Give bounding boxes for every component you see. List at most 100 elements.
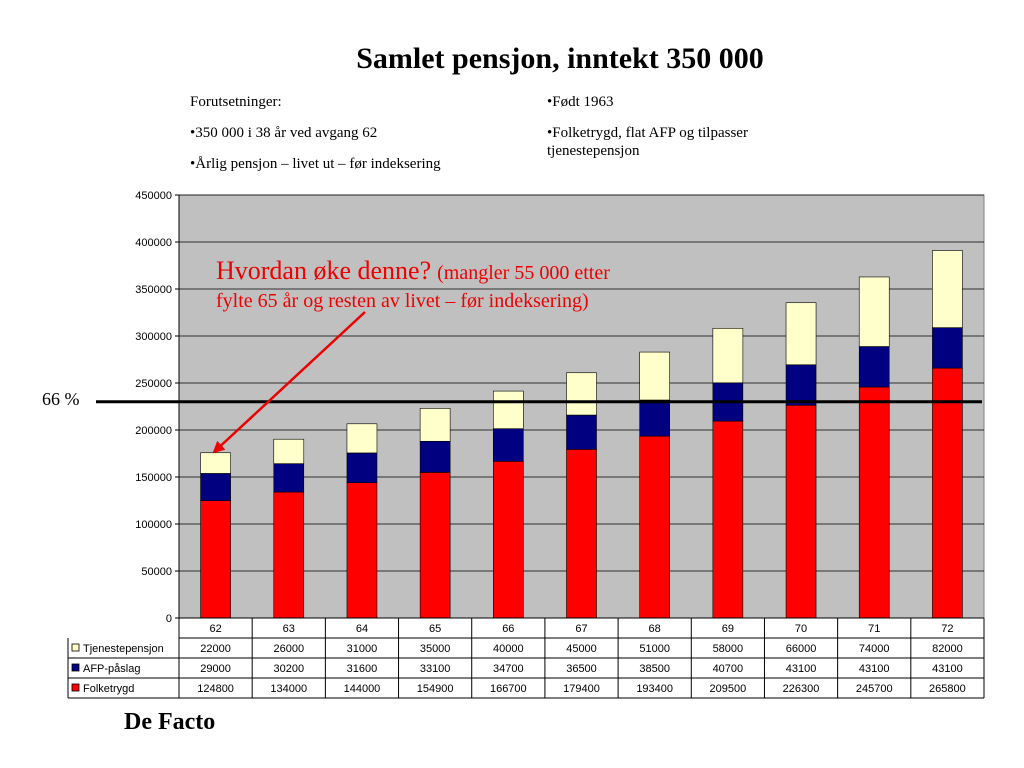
bar-afp-p-slag-66	[493, 428, 524, 462]
bar-tjenestepensjon-65	[419, 408, 451, 442]
assumption-schemes-2: tjenestepensjon	[547, 143, 640, 159]
bar-tjenestepensjon-70	[785, 302, 817, 366]
bar-folketrygd-70	[785, 404, 817, 619]
category-label-69: 69	[722, 623, 734, 635]
reference-line-label: 66 %	[42, 389, 80, 409]
y-tick-label: 100000	[135, 519, 172, 531]
assumption-income: •350 000 i 38 år ved avgang 62	[190, 125, 378, 141]
y-tick-label: 350000	[135, 284, 172, 296]
annotation-text: Hvordan øke denne? (mangler 55 000 etter	[216, 256, 610, 285]
bar-folketrygd-63	[273, 491, 305, 619]
data-label: 51000	[639, 643, 670, 655]
data-label: 38500	[639, 663, 670, 675]
annotation-main: Hvordan øke denne?	[216, 256, 431, 285]
bar-afp-p-slag-68	[639, 399, 670, 437]
category-label-71: 71	[868, 623, 880, 635]
bar-folketrygd-68	[639, 435, 670, 619]
data-label: 35000	[420, 643, 451, 655]
category-label-65: 65	[429, 623, 441, 635]
category-label-68: 68	[649, 623, 661, 635]
data-label: 144000	[344, 683, 381, 695]
bar-folketrygd-66	[493, 461, 524, 619]
y-tick-label: 0	[166, 613, 172, 625]
bar-folketrygd-65	[419, 472, 451, 619]
bar-tjenestepensjon-64	[346, 423, 378, 454]
bar-tjenestepensjon-66	[493, 390, 524, 429]
data-label: 22000	[200, 643, 231, 655]
data-label: 74000	[859, 643, 890, 655]
bar-afp-p-slag-70	[785, 364, 817, 406]
bar-tjenestepensjon-68	[639, 351, 670, 401]
annotation-detail-1: (mangler 55 000 etter	[437, 262, 610, 284]
footer-brand: De Facto	[124, 709, 216, 735]
data-label: 34700	[493, 663, 524, 675]
category-label-66: 66	[502, 623, 514, 635]
data-label: 82000	[932, 643, 963, 655]
y-tick-label: 200000	[135, 425, 172, 437]
data-table: 62 63 64 65 66 67 68 69 70 71 72 Tjenestepensjon 220…	[67, 618, 985, 699]
assumption-schemes-1: •Folketrygd, flat AFP og tilpasser	[547, 125, 748, 141]
bar-folketrygd-71	[858, 386, 890, 619]
annotation-arrow	[212, 311, 366, 454]
bar-tjenestepensjon-62	[200, 452, 231, 474]
legend-swatch-afp-p-slag	[71, 663, 80, 672]
data-label: 193400	[636, 683, 673, 695]
overlay: 66 % Hvordan øke denne? (mangler 55 000 e…	[42, 256, 982, 454]
category-label-63: 63	[283, 623, 295, 635]
data-label: 179400	[563, 683, 600, 695]
assumption-pension: •Årlig pensjon – livet ut – før indekser…	[190, 156, 441, 172]
page-title: Samlet pensjon, inntekt 350 000	[356, 42, 764, 75]
bar-folketrygd-69	[712, 420, 744, 619]
data-label: 245700	[856, 683, 893, 695]
data-label: 134000	[270, 683, 307, 695]
legend-label-tjenestepensjon: Tjenestepensjon	[83, 643, 164, 655]
bar-afp-p-slag-64	[346, 452, 378, 483]
bar-tjenestepensjon-69	[712, 327, 744, 384]
data-label: 209500	[710, 683, 747, 695]
bar-tjenestepensjon-63	[273, 438, 305, 464]
data-label: 43100	[786, 663, 817, 675]
data-label: 265800	[929, 683, 966, 695]
y-tick-label: 450000	[135, 190, 172, 202]
data-label: 26000	[273, 643, 304, 655]
bar-tjenestepensjon-71	[858, 276, 890, 347]
bar-folketrygd-64	[346, 482, 378, 619]
data-label: 43100	[859, 663, 890, 675]
category-label-67: 67	[575, 623, 587, 635]
data-label: 43100	[932, 663, 963, 675]
plot-area: 0 50000 100000 150000 200000 250000 300000 3500…	[135, 190, 985, 625]
data-label: 40000	[493, 643, 524, 655]
assumption-born: •Født 1963	[547, 94, 614, 110]
bar-afp-p-slag-71	[858, 346, 890, 388]
data-label: 226300	[783, 683, 820, 695]
data-label: 29000	[200, 663, 231, 675]
bar-afp-p-slag-65	[419, 440, 451, 473]
bar-tjenestepensjon-72	[932, 250, 963, 328]
bar-afp-p-slag-63	[273, 463, 305, 493]
bar-folketrygd-67	[566, 449, 597, 619]
y-tick-label: 250000	[135, 378, 172, 390]
data-label: 40700	[713, 663, 744, 675]
data-label: 166700	[490, 683, 527, 695]
category-label-72: 72	[941, 623, 953, 635]
legend-swatch-folketrygd	[71, 683, 80, 692]
y-tick-label: 300000	[135, 331, 172, 343]
legend-label-folketrygd: Folketrygd	[83, 683, 134, 695]
bar-afp-p-slag-62	[200, 473, 231, 501]
data-label: 66000	[786, 643, 817, 655]
y-tick-label: 150000	[135, 472, 172, 484]
data-label: 31000	[347, 643, 378, 655]
y-tick-label: 400000	[135, 237, 172, 249]
category-label-70: 70	[795, 623, 807, 635]
bar-folketrygd-72	[932, 367, 963, 619]
category-label-62: 62	[209, 623, 221, 635]
bar-tjenestepensjon-67	[566, 372, 597, 416]
data-label: 154900	[417, 683, 454, 695]
data-label: 58000	[713, 643, 744, 655]
data-label: 36500	[566, 663, 597, 675]
bar-afp-p-slag-67	[566, 414, 597, 450]
assumptions-heading: Forutsetninger:	[190, 94, 282, 110]
data-label: 30200	[273, 663, 304, 675]
data-label: 124800	[197, 683, 234, 695]
